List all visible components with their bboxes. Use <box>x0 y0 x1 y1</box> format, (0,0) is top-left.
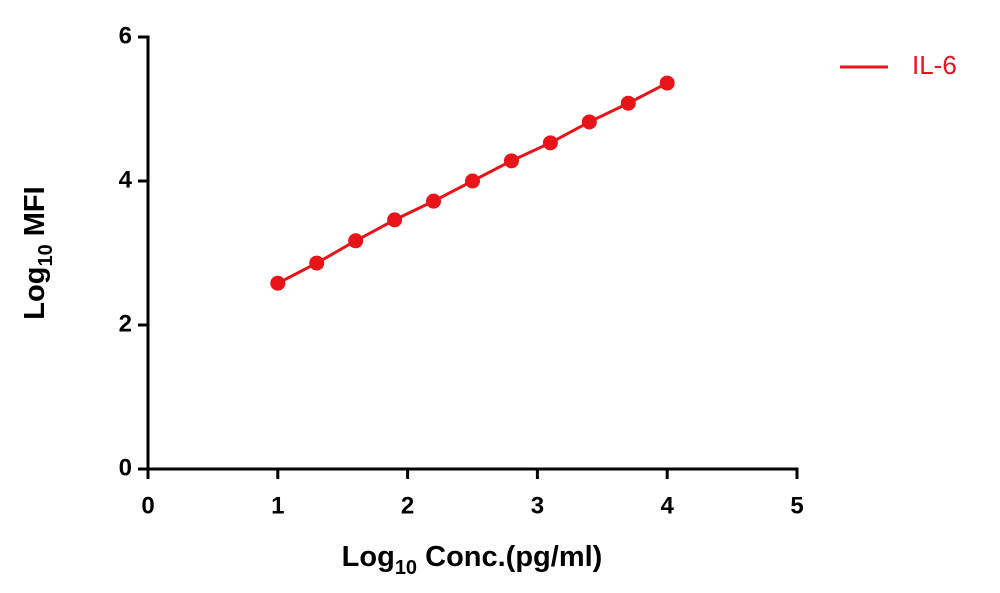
data-point <box>387 212 403 228</box>
x-tick-label: 2 <box>401 492 414 519</box>
x-tick-label: 1 <box>271 492 284 519</box>
data-point <box>581 114 597 130</box>
y_label-part: 10 <box>35 244 57 266</box>
data-point <box>309 255 325 271</box>
y-axis-title: Log10 MFI <box>19 186 57 319</box>
data-point <box>465 173 480 189</box>
y-tick-label: 4 <box>119 166 133 193</box>
x-axis-title: Log10 Conc.(pg/ml) <box>342 541 603 579</box>
legend-label: IL-6 <box>912 50 957 80</box>
y-tick-label: 2 <box>119 310 132 337</box>
x_label-part: 10 <box>395 557 417 579</box>
data-point <box>659 75 675 91</box>
data-point <box>503 153 519 169</box>
y_label-part: MFI <box>19 186 51 244</box>
data-point <box>620 95 636 111</box>
x_label-part: Conc.(pg/ml) <box>417 541 602 573</box>
x-tick-label: 4 <box>661 492 675 519</box>
data-point <box>348 233 364 249</box>
x-tick-label: 0 <box>141 492 154 519</box>
x-tick-label: 3 <box>531 492 544 519</box>
x-tick-label: 5 <box>790 492 803 519</box>
data-point <box>270 275 286 291</box>
y-tick-label: 6 <box>119 22 132 49</box>
y_label-part: Log <box>19 267 51 320</box>
data-point <box>426 193 442 209</box>
x_label-part: Log <box>342 541 395 573</box>
data-point <box>542 135 558 151</box>
y-tick-label: 0 <box>119 454 132 481</box>
